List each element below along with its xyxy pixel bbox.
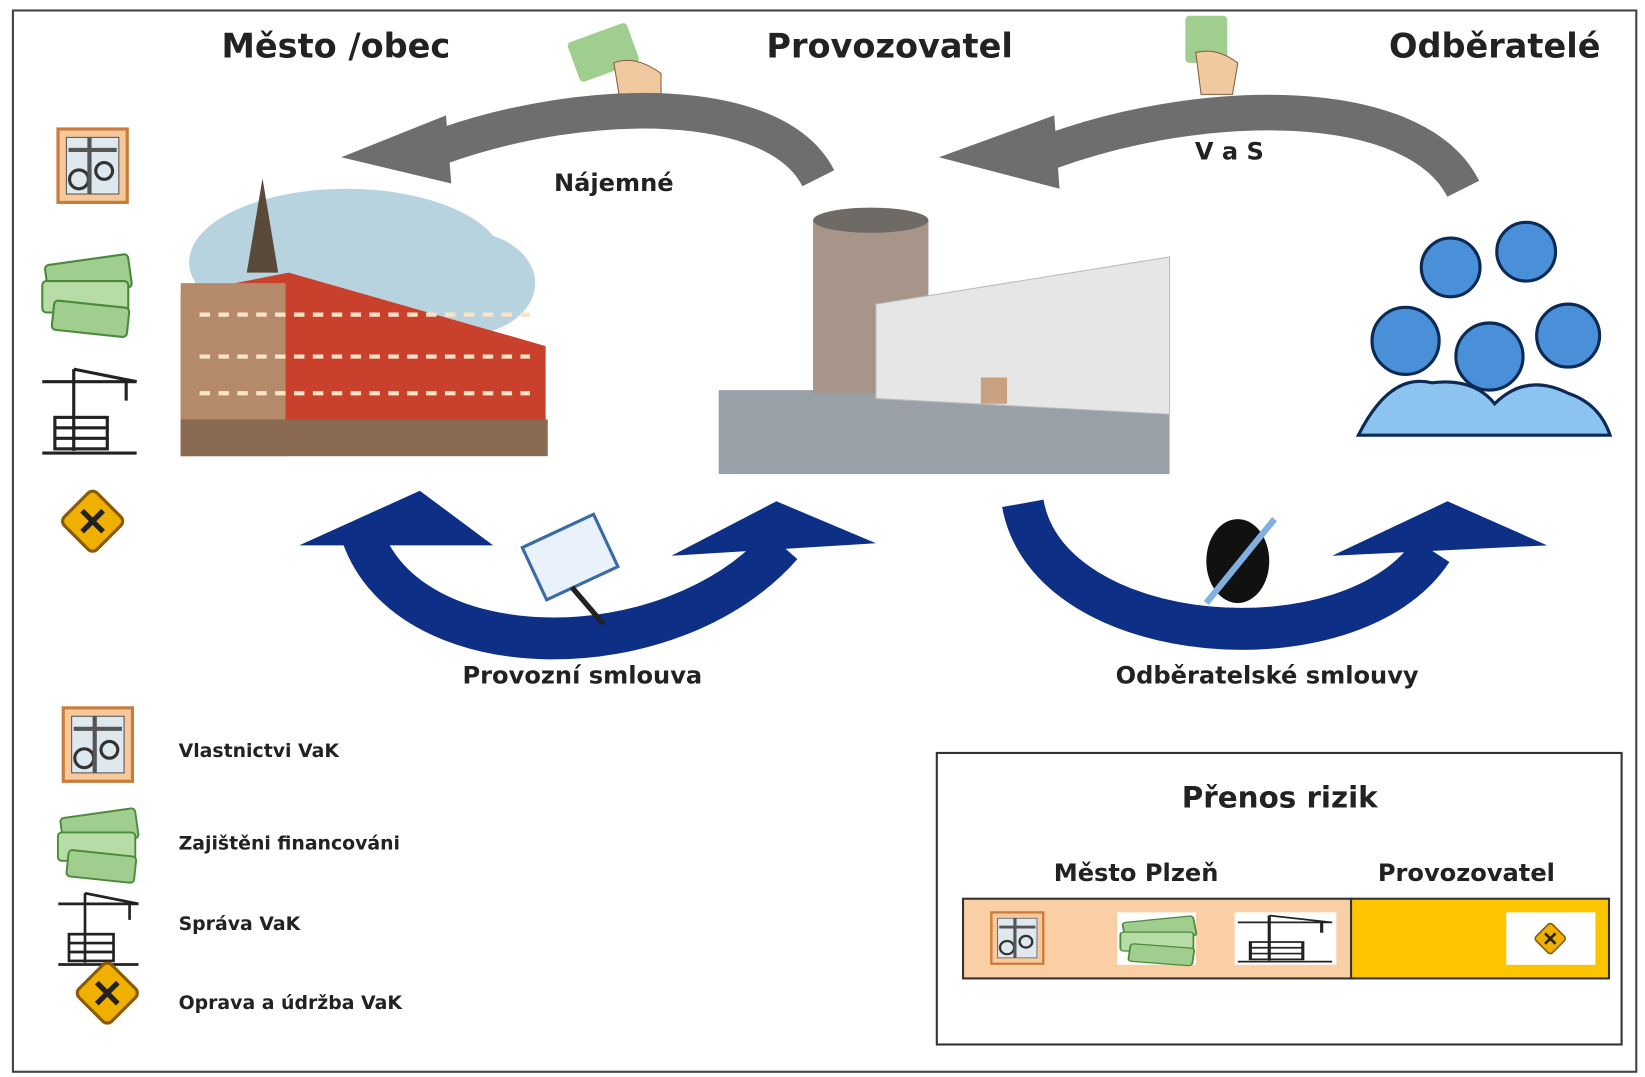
risk-column: Město Plzeň xyxy=(1054,859,1219,887)
tools-icon xyxy=(1203,517,1277,605)
legend-label: Vlastnictvi VaK xyxy=(179,740,341,762)
legend-label: Oprava a údržba VaK xyxy=(179,992,404,1014)
flow-label: Odběratelské smlouvy xyxy=(1116,662,1419,690)
flow-label: Provozní smlouva xyxy=(462,662,702,690)
hand-money-icon xyxy=(567,23,662,95)
people xyxy=(1355,220,1613,437)
party-label: Provozovatel xyxy=(766,27,1012,66)
town-hall xyxy=(180,178,548,457)
legend-label: Zajištěni financováni xyxy=(179,832,400,854)
legend-icon xyxy=(56,806,140,885)
party-label: Město /obec xyxy=(221,27,450,66)
risk-column: Provozovatel xyxy=(1378,859,1555,887)
legend-icon xyxy=(63,708,132,781)
risk-box: Přenos rizik Město Plzeň Provozovatel xyxy=(935,751,1623,1046)
legend-label: Správa VaK xyxy=(179,913,302,935)
party-label: Odběratelé xyxy=(1389,27,1601,66)
hand-money-icon xyxy=(1185,15,1239,95)
gray-arrow xyxy=(341,92,1480,198)
flow-label: V a S xyxy=(1195,137,1264,165)
flow-label: Nájemné xyxy=(554,169,674,197)
plant xyxy=(718,207,1171,475)
blue-arrow xyxy=(299,490,1548,660)
legend: Vlastnictvi VaK Zajištěni financováni Sp… xyxy=(56,708,404,1026)
risk-title: Přenos rizik xyxy=(1182,780,1379,814)
contract-icon xyxy=(520,512,621,626)
